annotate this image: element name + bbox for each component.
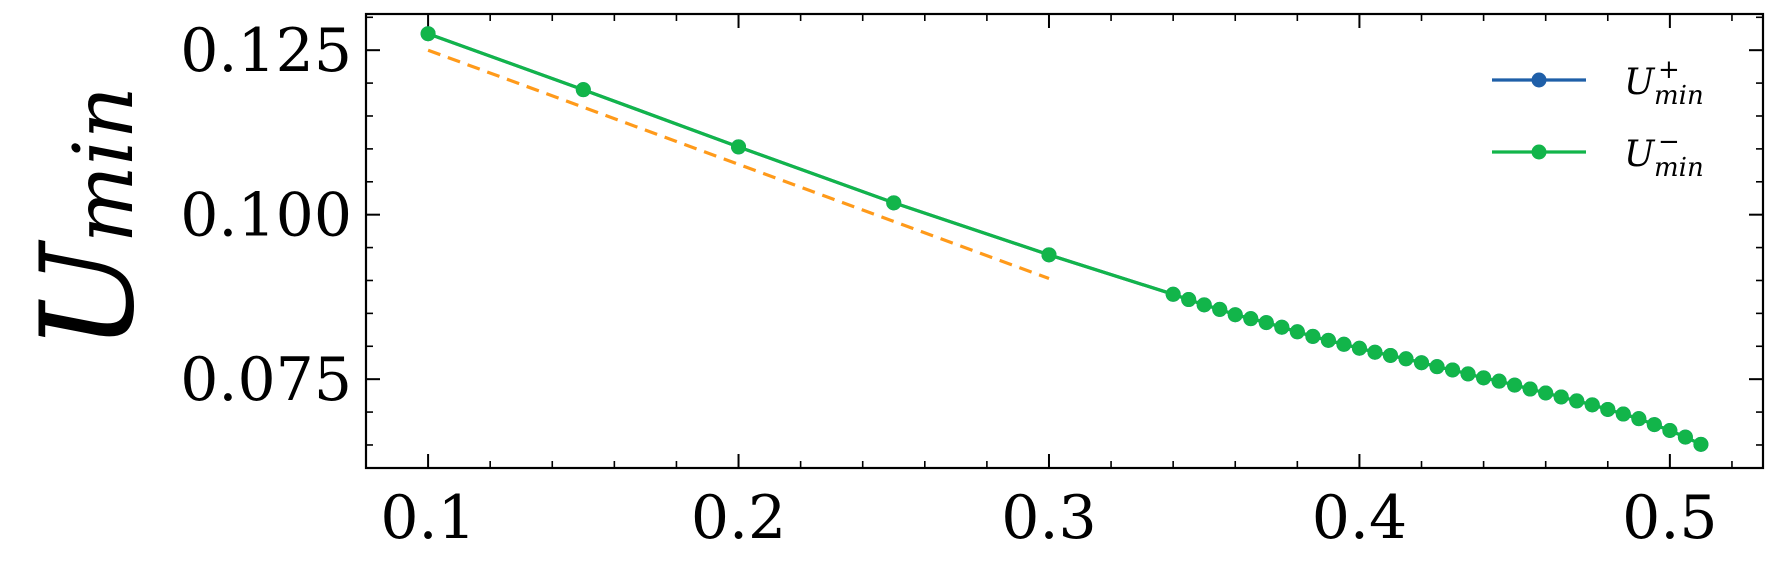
series-1-point [1227, 307, 1243, 323]
y-tick-label: 0.075 [180, 345, 352, 415]
series-1-point [1243, 311, 1259, 327]
series-1-point [1351, 340, 1367, 356]
series-line-1 [427, 32, 1702, 446]
y-axis-label-subscript: min [57, 86, 152, 243]
series-1-point [1336, 336, 1352, 352]
series-1-point [1538, 385, 1554, 401]
series-1-point [1382, 347, 1398, 363]
series-1-point [886, 195, 902, 211]
series-1-point [1429, 359, 1445, 375]
y-axis-label: Umin [14, 86, 163, 351]
series-1-point [1367, 344, 1383, 360]
legend-label: U − min [1624, 127, 1704, 183]
y-axis-label-base: U [14, 239, 163, 351]
series-1-point [1662, 422, 1678, 438]
series-1-point [1181, 292, 1197, 308]
series-1-point [1615, 406, 1631, 422]
series-1-point [420, 26, 436, 42]
series-1-point [1569, 393, 1585, 409]
x-tick-label: 0.4 [1312, 483, 1407, 553]
series-1-point [731, 139, 747, 155]
series-1-point [1522, 381, 1538, 397]
x-tick-label: 0.5 [1622, 483, 1717, 553]
series-1-point [1414, 355, 1430, 371]
series-1-point [1212, 301, 1228, 317]
legend-marker [1531, 72, 1547, 88]
series-1-point [1165, 286, 1181, 302]
x-tick-label: 0.2 [691, 483, 786, 553]
y-tick-label: 0.125 [180, 16, 352, 86]
legend: U + min U − min [1492, 55, 1704, 183]
x-tick-label: 0.1 [380, 483, 475, 553]
series-1-point [1041, 247, 1057, 263]
axis-ticks [365, 14, 1763, 468]
series-1-point [1693, 436, 1709, 452]
series-1-point [1677, 429, 1693, 445]
series-1-point [1600, 401, 1616, 417]
series-1-point [1445, 362, 1461, 378]
legend-marker [1531, 144, 1547, 160]
series-1-point [1258, 315, 1274, 331]
x-tick-label: 0.3 [1001, 483, 1096, 553]
series-1-point [1196, 297, 1212, 313]
series-1-point [1646, 417, 1662, 433]
series-layer [420, 26, 1709, 452]
plot-frame [364, 12, 1765, 470]
legend-item: U + min [1492, 55, 1704, 111]
y-axis-label-text: Umin [14, 86, 163, 351]
series-1-point [1274, 319, 1290, 335]
series-1-point [1305, 328, 1321, 344]
series-1-point [1491, 373, 1507, 389]
y-tick-label: 0.100 [180, 181, 352, 251]
series-1-point [1289, 324, 1305, 340]
series-1-point [1320, 332, 1336, 348]
reference-dashed-line [427, 48, 1050, 281]
series-1-point [1631, 411, 1647, 427]
series-1-point [1476, 370, 1492, 386]
legend-label: U + min [1624, 55, 1704, 111]
axis-tick-labels: 0.1 0.2 0.3 0.4 0.5 0.075 0.100 0.125 [180, 16, 1717, 553]
series-1-point [575, 82, 591, 98]
series-1-point [1553, 389, 1569, 405]
series-1-point [1507, 377, 1523, 393]
series-1-point [1398, 351, 1414, 367]
legend-item: U − min [1492, 127, 1704, 183]
series-1-point [1584, 397, 1600, 413]
series-1-point [1460, 366, 1476, 382]
